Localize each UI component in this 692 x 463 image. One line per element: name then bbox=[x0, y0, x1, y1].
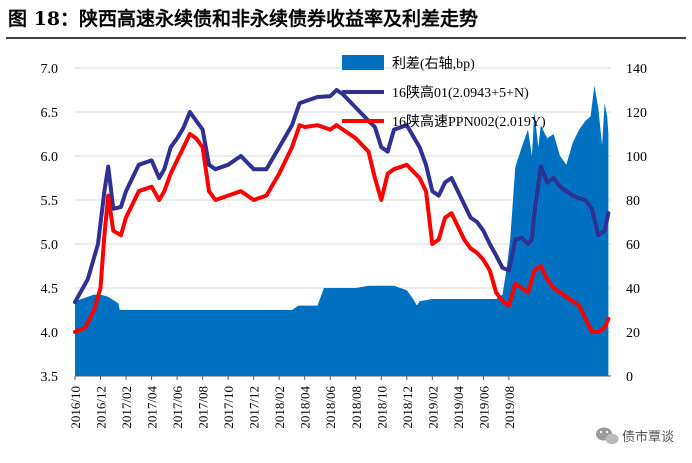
x-axis-tick-label: 2017/02 bbox=[119, 386, 134, 429]
x-axis-tick-label: 2016/12 bbox=[94, 386, 109, 429]
left-axis-tick-label: 4.0 bbox=[41, 326, 59, 341]
x-axis-tick-label: 2017/06 bbox=[170, 386, 185, 429]
left-axis-tick-label: 7.0 bbox=[41, 62, 59, 77]
watermark-text: 债市覃谈 bbox=[622, 429, 674, 445]
legend-label-perpetual: 16陕高01(2.0943+5+N) bbox=[392, 84, 529, 101]
left-axis-tick-label: 3.5 bbox=[41, 370, 59, 385]
x-axis-tick-label: 2018/10 bbox=[374, 386, 389, 429]
right-axis-tick-label: 60 bbox=[626, 238, 640, 253]
left-axis-tick-label: 5.0 bbox=[41, 238, 59, 253]
left-axis-tick-label: 6.0 bbox=[41, 150, 59, 165]
x-axis-tick-label: 2019/08 bbox=[502, 386, 517, 429]
x-axis-tick-label: 2016/10 bbox=[68, 386, 83, 429]
chart-title: 图 18：陕西高速永续债和非永续债券收益率及利差走势 bbox=[8, 8, 479, 30]
x-axis-tick-label: 2018/02 bbox=[272, 386, 287, 429]
x-axis-tick-label: 2019/02 bbox=[425, 386, 440, 429]
right-axis-tick-label: 80 bbox=[626, 194, 640, 209]
x-axis-tick-label: 2017/08 bbox=[196, 386, 211, 429]
left-axis-tick-label: 5.5 bbox=[41, 194, 59, 209]
x-axis-tick-label: 2018/06 bbox=[323, 386, 338, 429]
right-axis-tick-label: 120 bbox=[626, 106, 647, 121]
watermark: 债市覃谈 bbox=[596, 427, 674, 445]
x-axis-tick-label: 2019/06 bbox=[476, 386, 491, 429]
perpetual-yield-line bbox=[73, 88, 611, 305]
left-axis-tick-label: 6.5 bbox=[41, 106, 59, 121]
nonperpetual-yield-line bbox=[73, 123, 611, 334]
right-axis-tick-label: 40 bbox=[626, 282, 640, 297]
x-axis-tick-label: 2017/12 bbox=[247, 386, 262, 429]
right-axis-tick-label: 0 bbox=[626, 370, 633, 385]
x-axis-tick-label: 2017/04 bbox=[145, 386, 160, 429]
legend: 利差(右轴,bp) 16陕高01(2.0943+5+N) 16陕高速PPN002… bbox=[342, 55, 546, 130]
spread-area-layer bbox=[75, 85, 609, 376]
right-axis-tick-label: 20 bbox=[626, 326, 640, 341]
legend-swatch-spread bbox=[342, 55, 384, 70]
left-axis-tick-label: 4.5 bbox=[41, 282, 59, 297]
axis-layer: 3.5 4.0 4.5 5.0 5.5 6.0 6.5 7.0 0 20 40 60 80 100 120 1… bbox=[41, 62, 648, 429]
yield-line-layer bbox=[73, 88, 611, 334]
right-axis-tick-label: 140 bbox=[626, 62, 647, 77]
x-axis-tick-label: 2018/04 bbox=[298, 386, 313, 429]
legend-label-nonperpetual: 16陕高速PPN002(2.019Y) bbox=[392, 113, 546, 130]
wechat-icon bbox=[596, 427, 619, 445]
x-axis-tick-label: 2017/10 bbox=[221, 386, 236, 429]
x-axis-tick-label: 2018/12 bbox=[400, 386, 415, 429]
x-axis-tick-label: 2019/04 bbox=[451, 386, 466, 429]
x-axis-tick-label: 2018/08 bbox=[349, 386, 364, 429]
right-axis-tick-label: 100 bbox=[626, 150, 647, 165]
legend-label-spread: 利差(右轴,bp) bbox=[392, 56, 475, 72]
spread-area bbox=[75, 85, 609, 376]
